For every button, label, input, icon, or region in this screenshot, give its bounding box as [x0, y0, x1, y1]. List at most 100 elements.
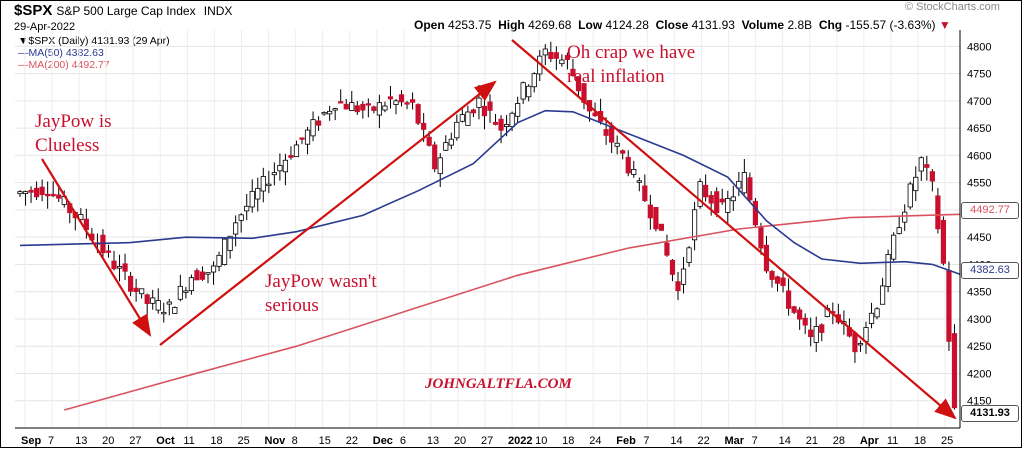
x-tick-label: 24 — [589, 435, 601, 447]
candle-down — [548, 51, 554, 60]
candle-up — [907, 183, 913, 208]
x-tick-label: 18 — [914, 435, 926, 447]
candle-up — [183, 290, 189, 293]
candle-up — [249, 190, 255, 208]
candle-down — [575, 76, 582, 92]
candle-up — [896, 227, 902, 234]
trend-arrows — [41, 39, 957, 420]
candle-down — [133, 287, 139, 293]
x-tick-label: Oct — [156, 435, 175, 447]
candle-up — [282, 159, 289, 173]
legend-ma200: —MA(200) 4492.77 — [18, 59, 110, 71]
candle-down — [609, 127, 615, 143]
candle-down — [470, 109, 477, 114]
candle-down — [647, 204, 653, 219]
candle-down — [935, 195, 941, 230]
candle-down — [553, 52, 559, 59]
x-tick-label: 27 — [481, 435, 493, 447]
ma50-line — [19, 109, 961, 276]
candle-up — [255, 188, 261, 200]
candle-up — [515, 103, 521, 117]
candle-up — [161, 311, 167, 315]
candle-down — [288, 155, 294, 158]
x-tick-label: 11 — [183, 435, 194, 447]
candle-down — [45, 193, 51, 197]
candle-down — [929, 171, 935, 182]
watermark: JOHNGALTFLA.COM — [425, 376, 572, 392]
x-tick-label: 14 — [670, 435, 682, 447]
candle-down — [39, 186, 45, 196]
candle-up — [813, 326, 819, 343]
x-tick-label: 13 — [427, 435, 439, 447]
legend-ma50: —MA(50) 4382.63 — [18, 47, 104, 59]
candle-down — [28, 189, 34, 193]
candle-up — [913, 176, 919, 192]
candle-down — [769, 271, 775, 280]
candle-down — [719, 198, 725, 203]
candle-up — [376, 102, 383, 116]
candle-down — [432, 144, 438, 170]
candle-down — [785, 290, 792, 309]
candle-down — [127, 275, 134, 292]
annotation-clueless: JayPow is Clueless — [35, 111, 112, 156]
candle-up — [155, 300, 161, 311]
candle-up — [277, 164, 283, 172]
x-tick-label: 8 — [292, 435, 298, 447]
candle-down — [360, 103, 366, 111]
candle-down — [387, 96, 394, 100]
candle-up — [697, 181, 703, 207]
candle-down — [642, 185, 648, 202]
candle-down — [924, 164, 930, 168]
x-tick-label: Apr — [860, 435, 880, 447]
x-tick-label: 18 — [562, 435, 574, 447]
close-tag: 4131.93 — [961, 405, 1019, 422]
x-tick-label: 2022 — [508, 435, 532, 447]
candle-up — [503, 124, 510, 127]
candle-up — [686, 247, 692, 263]
candle-up — [691, 209, 698, 241]
y-tick-label: 4350 — [967, 287, 991, 299]
down-triangle-icon: ▼ — [938, 18, 951, 32]
candle-up — [332, 108, 338, 111]
y-tick-label: 4300 — [967, 314, 991, 326]
candle-down — [564, 55, 571, 60]
candle-down — [946, 269, 952, 342]
candle-up — [238, 214, 244, 221]
candle-down — [625, 156, 631, 174]
y-tick-label: 4450 — [967, 232, 991, 244]
ohlc-readout: Open 4253.75 High 4269.68 Low 4124.28 Cl… — [414, 18, 951, 32]
x-tick-label: 25 — [237, 435, 249, 447]
candle-down — [940, 219, 947, 264]
annotation-inflation: Oh crap we have real inflation — [567, 42, 696, 87]
candle-up — [210, 265, 217, 273]
arrow-clueless — [41, 158, 152, 337]
candle-down — [338, 101, 344, 104]
candle-down — [398, 94, 405, 103]
candle-up — [741, 172, 747, 194]
x-tick-label: 25 — [941, 435, 953, 447]
candle-up — [150, 297, 156, 304]
candle-up — [327, 110, 333, 115]
candle-up — [736, 180, 742, 189]
exchange: INDX — [203, 4, 233, 18]
candle-down — [669, 259, 676, 275]
candle-down — [299, 137, 305, 140]
y-axis: 4150420042504300435044004450450045504600… — [15, 30, 991, 429]
candle-up — [874, 308, 880, 318]
x-tick-label: 27 — [129, 435, 141, 447]
source-credit: © StockCharts.com — [905, 1, 1000, 13]
candle-down — [111, 260, 117, 270]
candle-up — [879, 285, 886, 305]
x-tick-label: 28 — [833, 435, 845, 447]
candle-up — [177, 285, 183, 300]
candle-up — [885, 254, 891, 288]
x-tick-label: Sep — [21, 435, 41, 447]
y-tick-label: 4750 — [967, 69, 991, 81]
chart-date: 29-Apr-2022 — [14, 21, 76, 33]
candle-up — [349, 102, 355, 112]
candle-down — [50, 193, 56, 197]
candle-down — [603, 129, 609, 136]
candle-up — [188, 277, 195, 292]
candle-down — [653, 206, 659, 230]
